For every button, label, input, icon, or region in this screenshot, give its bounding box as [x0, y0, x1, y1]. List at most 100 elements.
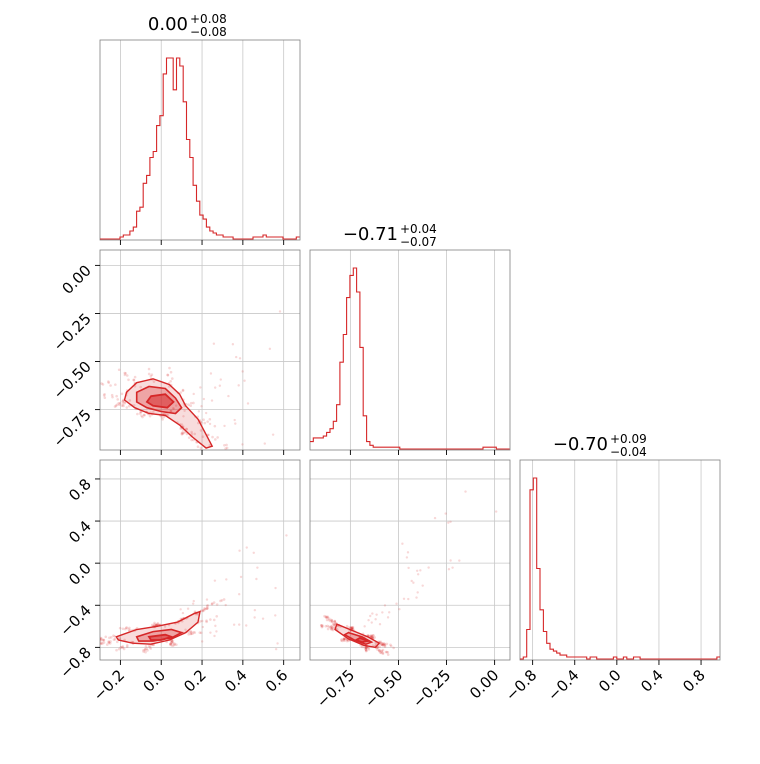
sample-point: [220, 599, 224, 602]
sample-point: [107, 641, 111, 645]
sample-point: [138, 412, 142, 415]
sample-point: [165, 413, 169, 416]
sample-point: [385, 642, 389, 646]
sample-point: [170, 377, 174, 380]
sample-point: [166, 373, 170, 377]
sample-point: [363, 645, 366, 649]
panel-frame: [309, 249, 511, 451]
sample-point: [193, 631, 197, 634]
sample-point: [364, 649, 368, 653]
title-minus-error: −0.04: [610, 445, 647, 459]
sample-point: [118, 401, 122, 405]
sample-point: [369, 614, 372, 618]
sample-point: [370, 634, 373, 637]
sample-point: [380, 643, 384, 646]
sample-point: [180, 423, 184, 426]
sample-point: [144, 650, 147, 654]
sample-point: [237, 384, 240, 387]
sample-point: [327, 625, 331, 628]
sample-point: [107, 640, 111, 644]
sample-point: [115, 640, 119, 644]
sample-point: [133, 375, 137, 379]
sample-point: [245, 546, 248, 549]
sample-point: [218, 384, 222, 387]
sample-point: [385, 650, 389, 654]
sample-point: [204, 449, 207, 450]
sample-point: [326, 627, 330, 631]
sample-point: [253, 616, 256, 619]
sample-point: [112, 634, 115, 637]
sample-point: [458, 559, 461, 562]
sample-point: [371, 612, 374, 615]
sample-point: [320, 624, 323, 627]
sample-point: [181, 389, 185, 392]
sample-point: [114, 383, 117, 386]
sample-point: [189, 630, 193, 634]
sample-point: [349, 626, 353, 630]
sample-point: [223, 454, 226, 457]
sample-point: [378, 648, 381, 652]
sample-point: [380, 649, 384, 653]
sample-point: [123, 373, 127, 377]
sample-point: [415, 569, 419, 572]
sample-point: [381, 643, 385, 647]
sample-point: [377, 649, 381, 653]
y-tick-label: 0.00: [58, 261, 94, 297]
sample-point: [381, 643, 384, 647]
sample-point: [348, 629, 351, 633]
sample-point: [419, 569, 422, 572]
sample-point: [246, 402, 250, 405]
sample-point: [421, 584, 424, 587]
sample-point: [147, 372, 151, 376]
sample-point: [325, 615, 329, 619]
sample-point: [379, 651, 383, 655]
sample-point: [243, 379, 246, 382]
sample-point: [117, 402, 120, 405]
sample-point: [324, 616, 328, 619]
y-tick-label: 0.4: [65, 517, 95, 547]
sample-point: [143, 647, 147, 651]
panel-frame: [99, 249, 301, 451]
sample-point: [374, 642, 378, 645]
sample-point: [169, 409, 172, 413]
sample-point: [233, 418, 236, 422]
sample-point: [217, 456, 220, 459]
sample-point: [330, 626, 334, 630]
sample-point: [369, 634, 373, 638]
sample-point: [231, 343, 235, 346]
x-tick-label: 0.4: [221, 666, 251, 696]
sample-point: [216, 436, 219, 439]
panel-title-0: 0.00 +0.08−0.08: [148, 12, 227, 39]
sample-point: [125, 626, 129, 629]
sample-point: [381, 642, 385, 645]
sample-point: [191, 632, 194, 635]
sample-point: [381, 651, 385, 655]
sample-point: [381, 648, 385, 652]
sample-point: [321, 625, 324, 628]
sample-point: [213, 424, 217, 428]
sample-point: [153, 621, 156, 625]
sample-point: [169, 379, 172, 383]
sample-point: [102, 641, 106, 644]
sample-point: [100, 636, 103, 640]
sample-point: [96, 639, 99, 642]
panel-frame: [99, 459, 301, 661]
sample-point: [125, 406, 129, 409]
sample-point: [326, 616, 329, 620]
y-tick-label: 0.8: [65, 475, 95, 505]
sample-point: [213, 634, 216, 638]
sample-point: [199, 386, 202, 389]
sample-point: [115, 394, 118, 398]
sample-point: [324, 624, 328, 628]
panel-r0-c0: [99, 39, 301, 245]
sample-point: [326, 624, 329, 628]
sample-point: [192, 401, 195, 405]
sample-point: [342, 637, 346, 641]
sample-point: [140, 414, 143, 418]
sample-point: [202, 418, 205, 422]
sample-point: [340, 638, 343, 641]
sample-point: [100, 642, 101, 645]
sample-point: [253, 608, 257, 612]
sample-point: [107, 380, 110, 383]
sample-point: [115, 648, 118, 652]
